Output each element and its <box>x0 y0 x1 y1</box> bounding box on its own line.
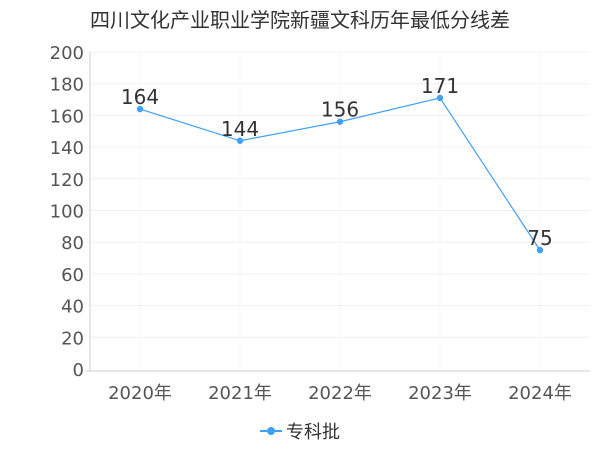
y-tick-label: 140 <box>50 138 84 159</box>
y-tick-label: 160 <box>50 106 84 127</box>
series-layer <box>136 94 544 254</box>
x-tick-label: 2024年 <box>508 383 572 404</box>
legend-dot <box>267 427 275 435</box>
x-tick-label: 2021年 <box>208 383 272 404</box>
chart-title: 四川文化产业职业学院新疆文科历年最低分线差 <box>90 8 510 32</box>
legend-swatch <box>260 425 282 437</box>
data-point <box>336 118 344 125</box>
legend-label: 专科批 <box>286 422 340 443</box>
y-tick-label: 60 <box>61 265 84 286</box>
data-label: 156 <box>321 98 359 122</box>
y-tick-label: 40 <box>61 297 84 318</box>
legend-item-series[interactable]: 专科批 <box>260 418 340 444</box>
legend: 专科批 <box>0 418 600 444</box>
data-label: 75 <box>527 226 552 250</box>
x-tick-label: 2022年 <box>308 383 372 404</box>
data-point <box>236 137 244 144</box>
grid-layer <box>90 51 590 369</box>
data-point <box>436 94 444 102</box>
y-tick-label: 0 <box>73 360 84 381</box>
data-label: 171 <box>421 74 459 98</box>
y-tick-label: 20 <box>61 328 84 349</box>
y-tick-label: 120 <box>50 170 84 191</box>
y-tick-label: 180 <box>50 75 84 96</box>
x-tick-label: 2023年 <box>408 383 472 404</box>
data-point <box>136 105 144 113</box>
y-tick-label: 80 <box>61 233 84 254</box>
y-tick-label: 100 <box>50 202 84 223</box>
label-layer: 164 144 156 171 75 <box>121 74 553 250</box>
data-label: 144 <box>221 117 259 141</box>
x-tick-label: 2020年 <box>108 383 172 404</box>
y-tick-label: 200 <box>50 43 84 64</box>
axis-layer: 0 20 40 60 80 100 120 140 160 180 200 2020年 2021年 202… <box>50 43 590 404</box>
data-point <box>536 246 544 254</box>
data-label: 164 <box>121 85 159 109</box>
